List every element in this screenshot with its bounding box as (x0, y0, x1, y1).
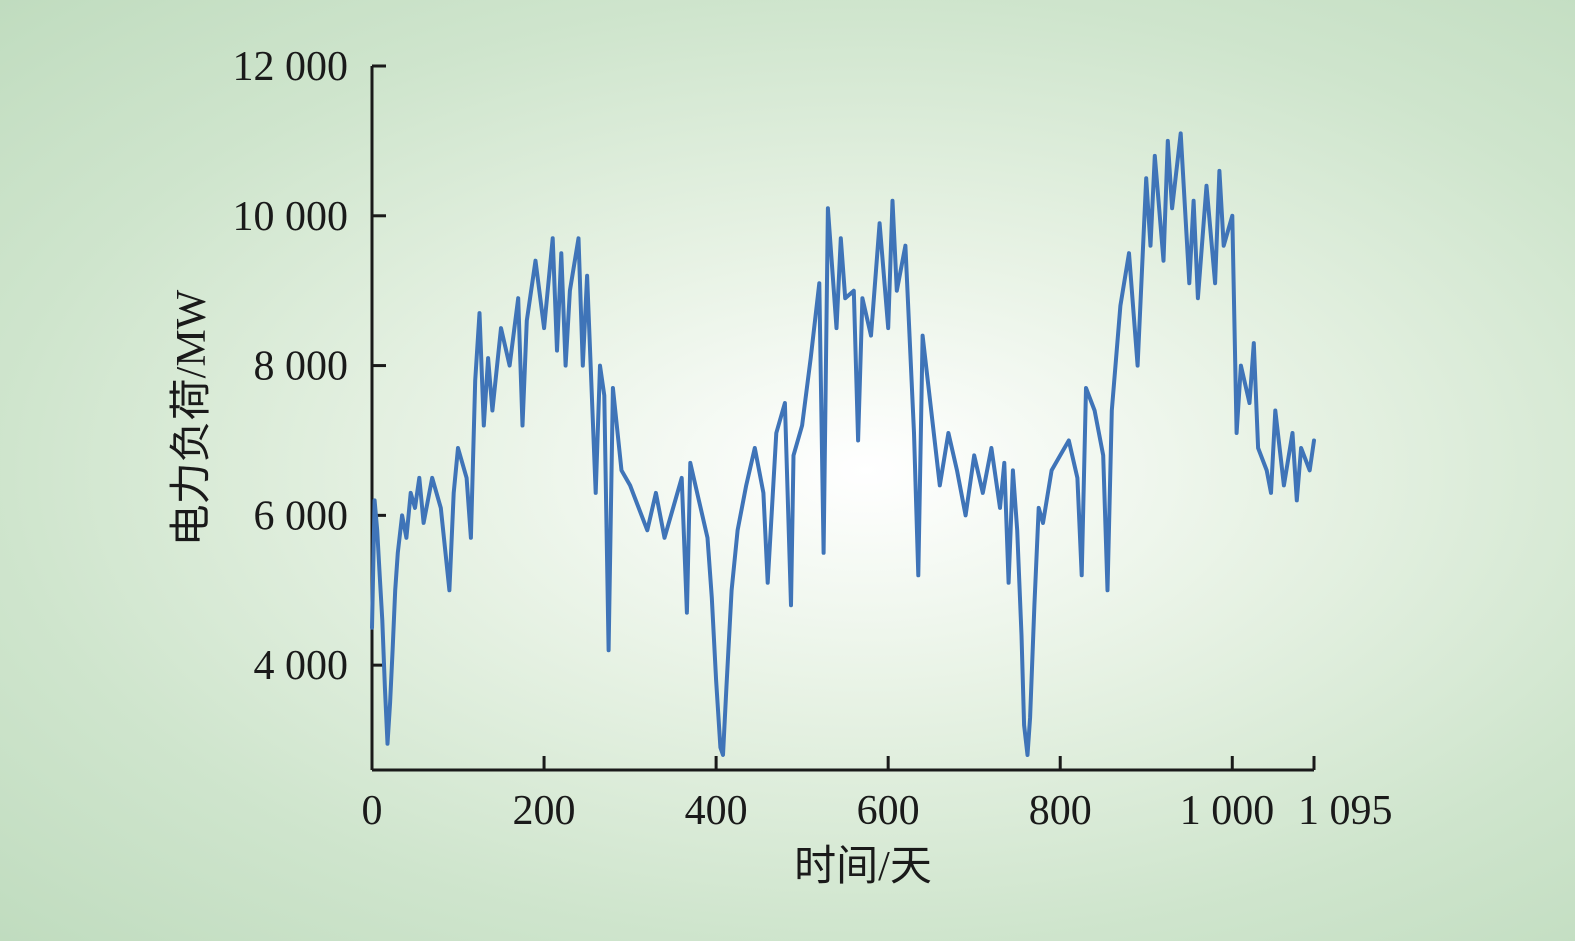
x-tick-label: 600 (857, 788, 920, 834)
y-axis-title: 电力负荷/MW (169, 289, 215, 546)
y-tick-label: 8 000 (254, 344, 349, 390)
series-line-load (370, 131, 1316, 757)
y-tick-label: 10 000 (233, 194, 349, 240)
y-tick-label: 4 000 (254, 643, 349, 689)
x-tick-label: 1 000 (1180, 788, 1275, 834)
axes (370, 66, 1314, 772)
x-tick-label: 0 (362, 788, 383, 834)
x-tick-label: 1 095 (1298, 788, 1393, 834)
y-ticks: 4 000 6 000 8 000 10 000 12 000 (233, 44, 386, 689)
x-axis-title: 时间/天 (794, 844, 932, 890)
y-tick-label: 6 000 (254, 493, 349, 539)
x-tick-label: 800 (1029, 788, 1092, 834)
x-tick-label: 400 (685, 788, 748, 834)
y-tick-label: 12 000 (233, 44, 349, 90)
x-ticks: 0 200 400 600 800 1 000 1 095 (362, 756, 1393, 834)
x-tick-label: 200 (513, 788, 576, 834)
